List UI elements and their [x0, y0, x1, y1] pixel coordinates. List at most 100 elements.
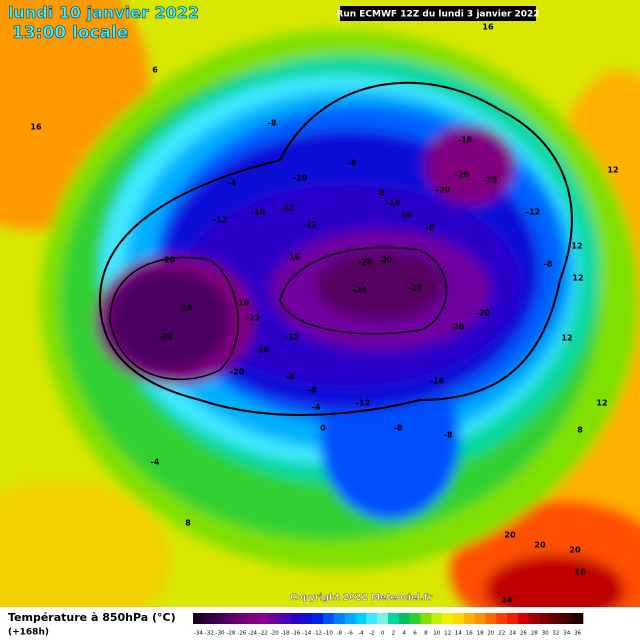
colorbar-swatch: [420, 613, 432, 624]
colorbar-tick-label: -28: [226, 631, 235, 637]
colorbar-swatch: [485, 613, 497, 624]
colorbar-swatch: [572, 613, 584, 624]
contour-label: -20: [450, 323, 465, 332]
colorbar-swatch: [355, 613, 367, 624]
contour-label: -12: [246, 314, 260, 323]
contour-label: -8: [376, 189, 385, 198]
colorbar-swatch: [539, 613, 551, 624]
colorbar-tick-label: -22: [259, 631, 268, 637]
variable-label: Température à 850hPa (°C): [8, 611, 176, 624]
colorbar-tick-label: 30: [542, 631, 549, 637]
contour-label: -12: [303, 221, 317, 230]
contour-label: -20: [230, 368, 245, 377]
contour-label: -8: [426, 224, 435, 233]
colorbar-tick-label: -2: [369, 631, 374, 637]
contour-label: 12: [596, 399, 607, 408]
colorbar-tick-label: 4: [403, 631, 407, 637]
contour-label: -28: [158, 333, 173, 342]
contour-label: -20: [476, 309, 491, 318]
contour-label: -16: [251, 208, 266, 217]
colorbar-swatch: [247, 613, 259, 624]
colorbar-tick-label: 10: [433, 631, 440, 637]
colorbar-swatch: [442, 613, 454, 624]
colorbar-tick-label: 36: [574, 631, 581, 637]
colorbar-swatch: [409, 613, 421, 624]
contour-label: -16: [286, 253, 301, 262]
colorbar-swatch: [193, 613, 205, 624]
copyright: Copyright 2022 Meteociel.fr: [290, 593, 433, 603]
colorbar-tick-label: 28: [531, 631, 538, 637]
contour-label: -12: [213, 216, 227, 225]
colorbar-tick-label: 32: [552, 631, 559, 637]
contour-label: -24: [353, 286, 368, 295]
colorbar-tick-label: -14: [302, 631, 311, 637]
colorbar-tick-label: 8: [424, 631, 428, 637]
map-subtitle: 13:00 locale: [12, 23, 128, 43]
colorbar-swatch: [214, 613, 226, 624]
contour-label: -8: [286, 373, 295, 382]
colorbar-swatch: [333, 613, 345, 624]
contour-label: -12: [356, 399, 370, 408]
lead-label: (+168h): [8, 628, 49, 638]
colorbar-swatch: [366, 613, 378, 624]
colorbar-tick-label: -12: [313, 631, 322, 637]
map-title: lundi 10 janvier 2022: [8, 3, 199, 22]
colorbar-swatch: [290, 613, 302, 624]
contour-label: 12: [607, 166, 618, 175]
colorbar-tick-label: -16: [291, 631, 300, 637]
colorbar-swatch: [312, 613, 324, 624]
contour-labels: -8-20-16 -12-12-8-16-16-8-16-20-20-20-12-…: [30, 23, 618, 605]
contour-label: 16: [574, 568, 586, 577]
colorbar-tick-label: -30: [216, 631, 225, 637]
contour-label: 20: [534, 541, 546, 550]
contour-label: 16: [482, 23, 494, 32]
contour-label: -16: [430, 377, 445, 386]
colorbar-tick-label: -8: [337, 631, 343, 637]
contour-label: -8: [444, 431, 453, 440]
contour-label: -20: [161, 256, 176, 265]
colorbar-swatch: [518, 613, 530, 624]
colorbar-swatch: [388, 613, 400, 624]
contour-label: 12: [572, 274, 583, 283]
colorbar-tick-label: -32: [205, 631, 214, 637]
colorbar-swatch: [268, 613, 280, 624]
colorbar-tick-label: 16: [466, 631, 473, 637]
colorbar-tick-label: 34: [563, 631, 570, 637]
colorbar-swatch: [528, 613, 540, 624]
colorbar-swatch: [474, 613, 486, 624]
colorbar-swatch: [301, 613, 313, 624]
colorbar-tick-label: -10: [324, 631, 333, 637]
colorbar-swatch: [377, 613, 389, 624]
colorbar-swatch: [561, 613, 573, 624]
contour-label: -20: [455, 171, 470, 180]
colorbar-swatch: [225, 613, 237, 624]
contour-label: -4: [151, 458, 160, 467]
colorbar-tick-label: -18: [281, 631, 290, 637]
contour-label: 12: [571, 242, 582, 251]
contour-label: -20: [293, 174, 308, 183]
contour-label: -12: [285, 333, 299, 342]
contour-label: -8: [348, 159, 357, 168]
colorbar-swatch: [279, 613, 291, 624]
colorbar-swatch: [203, 613, 215, 624]
contour-label: -16: [398, 211, 413, 220]
contour-label: -12: [280, 204, 294, 213]
contour-label: -28: [358, 258, 373, 267]
contour-label: -16: [458, 136, 473, 145]
contour-label: 12: [561, 334, 572, 343]
contour-label: -16: [386, 199, 401, 208]
colorbar-tick-label: 26: [520, 631, 527, 637]
colorbar-swatch: [323, 613, 335, 624]
contour-label: 24: [501, 596, 513, 605]
colorbar-swatch: [398, 613, 410, 624]
colorbar-tick-label: 20: [487, 631, 494, 637]
colorbar-tick-label: 14: [455, 631, 462, 637]
contour-label: -16: [235, 299, 250, 308]
colorbar-tick-label: -20: [270, 631, 279, 637]
contour-label: 16: [30, 123, 42, 132]
contour-label: 8: [577, 426, 583, 435]
colorbar-tick-label: 2: [392, 631, 396, 637]
contour-label: -4: [228, 179, 237, 188]
contour-label: -20: [378, 256, 393, 265]
contour-label: 0: [320, 424, 326, 433]
